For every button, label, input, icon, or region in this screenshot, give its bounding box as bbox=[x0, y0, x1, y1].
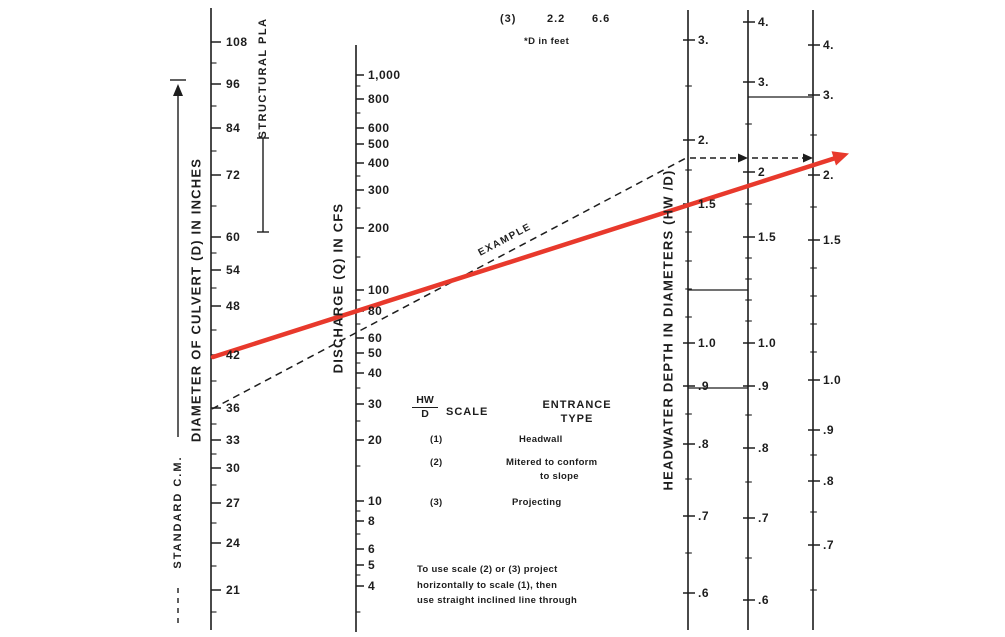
top-annotation-scale3: (3) bbox=[500, 13, 517, 25]
usage-note-line3: use straight inclined line through bbox=[417, 595, 578, 606]
diameter-tick-label: 72 bbox=[226, 168, 241, 182]
discharge-axis-title: DISCHARGE (Q) IN CFS bbox=[330, 202, 346, 374]
diameter-tick-label: 48 bbox=[226, 299, 241, 313]
hw-scale-3-tick-label: .8 bbox=[823, 474, 835, 488]
dashed-line-arrowhead-icon bbox=[738, 153, 748, 163]
hw-scale-3-tick-label: .7 bbox=[823, 538, 835, 552]
hw-scale-3-tick-label: 2. bbox=[823, 168, 835, 182]
usage-note: To use scale (2) or (3) project horizont… bbox=[417, 562, 577, 609]
d-in-feet-footnote: *D in feet bbox=[524, 36, 570, 47]
discharge-tick-label: 100 bbox=[368, 283, 390, 297]
discharge-tick-label: 60 bbox=[368, 331, 383, 345]
fraction-denominator: D bbox=[421, 408, 429, 420]
hw-scale-3-tick-label: 1.5 bbox=[823, 233, 842, 247]
hw-scale-1-tick-label: 1.0 bbox=[698, 336, 717, 350]
diameter-tick-label: 30 bbox=[226, 461, 241, 475]
top-annotation-hwd-value: 2.2 bbox=[547, 13, 566, 25]
entrance-header-line1: ENTRANCE bbox=[542, 399, 612, 411]
discharge-tick-label: 40 bbox=[368, 366, 383, 380]
diameter-tick-label: 33 bbox=[226, 433, 241, 447]
red-arrowhead-icon bbox=[831, 151, 849, 166]
hw-scale-2-tick-label: .8 bbox=[758, 441, 770, 455]
headwater-axis-title: HEADWATER DEPTH IN DIAMETERS (HW /D) bbox=[660, 169, 676, 491]
legend-scale-header: SCALE bbox=[446, 406, 489, 418]
diameter-tick-label: 96 bbox=[226, 77, 241, 91]
dashed-line-arrowhead-icon bbox=[803, 153, 813, 163]
hw-scale-1-tick-label: 3. bbox=[698, 33, 710, 47]
hw-scale-2-tick-label: 2 bbox=[758, 165, 766, 179]
legend-row2-type-line2: to slope bbox=[540, 471, 579, 482]
discharge-tick-label: 80 bbox=[368, 304, 383, 318]
usage-note-line1: To use scale (2) or (3) project bbox=[417, 564, 558, 575]
entrance-header-line2: TYPE bbox=[560, 413, 594, 425]
discharge-tick-label: 50 bbox=[368, 346, 383, 360]
diameter-tick-label: 108 bbox=[226, 35, 248, 49]
structural-plate-range-label: STRUCTURAL PLA bbox=[257, 17, 269, 139]
diameter-axis-title: DIAMETER OF CULVERT (D) IN INCHES bbox=[188, 157, 204, 443]
legend-row3-scale: (3) bbox=[430, 497, 443, 508]
legend-row1-type: Headwall bbox=[519, 434, 563, 445]
diameter-tick-label: 60 bbox=[226, 230, 241, 244]
red-solution-line bbox=[210, 156, 837, 360]
up-arrowhead-icon bbox=[173, 84, 183, 96]
diameter-tick-label: 36 bbox=[226, 401, 241, 415]
hw-scale-3-tick-label: 3. bbox=[823, 88, 835, 102]
hw-scale-1-tick-label: 2. bbox=[698, 133, 710, 147]
discharge-tick-label: 200 bbox=[368, 221, 390, 235]
diameter-tick-label: 84 bbox=[226, 121, 241, 135]
discharge-tick-label: 800 bbox=[368, 92, 390, 106]
fraction-numerator: HW bbox=[412, 394, 438, 408]
hw-scale-3-tick-label: 4. bbox=[823, 38, 835, 52]
discharge-tick-label: 6 bbox=[368, 542, 376, 556]
discharge-tick-label: 4 bbox=[368, 579, 376, 593]
hw-scale-3-tick-label: .9 bbox=[823, 423, 835, 437]
discharge-tick-label: 8 bbox=[368, 514, 376, 528]
hw-scale-1-tick-label: .6 bbox=[698, 586, 710, 600]
legend-entrance-header: ENTRANCE TYPE bbox=[530, 398, 624, 426]
discharge-tick-label: 600 bbox=[368, 121, 390, 135]
hw-scale-2-tick-label: 3. bbox=[758, 75, 770, 89]
discharge-tick-label: 5 bbox=[368, 558, 376, 572]
usage-note-line2: horizontally to scale (1), then bbox=[417, 579, 558, 591]
hw-d-fraction: HW D bbox=[412, 394, 438, 420]
diameter-tick-label: 54 bbox=[226, 263, 241, 277]
standard-cm-range-label: STANDARD C.M. bbox=[172, 455, 184, 569]
discharge-tick-label: 20 bbox=[368, 433, 383, 447]
legend-row1-scale: (1) bbox=[430, 434, 443, 445]
hw-scale-2-tick-label: 4. bbox=[758, 15, 770, 29]
top-annotation-hw-value: 6.6 bbox=[592, 13, 611, 25]
discharge-tick-label: 1,000 bbox=[368, 68, 401, 82]
hw-scale-3-tick-label: 1.0 bbox=[823, 373, 842, 387]
discharge-tick-label: 500 bbox=[368, 137, 390, 151]
hw-scale-2-tick-label: .9 bbox=[758, 379, 770, 393]
hw-scale-1-tick-label: .8 bbox=[698, 437, 710, 451]
diameter-tick-label: 24 bbox=[226, 536, 241, 550]
legend-row3-type: Projecting bbox=[512, 497, 562, 508]
legend-row2-scale: (2) bbox=[430, 457, 443, 468]
diameter-tick-label: 27 bbox=[226, 496, 241, 510]
diameter-tick-label: 42 bbox=[226, 348, 241, 362]
discharge-tick-label: 400 bbox=[368, 156, 390, 170]
discharge-tick-label: 30 bbox=[368, 397, 383, 411]
hw-scale-1-tick-label: 1.5 bbox=[698, 197, 717, 211]
diameter-tick-label: 21 bbox=[226, 583, 241, 597]
legend-row2-type-line1: Mitered to conform bbox=[506, 457, 598, 468]
hw-scale-2-tick-label: .7 bbox=[758, 511, 770, 525]
hw-scale-1-tick-label: .7 bbox=[698, 509, 710, 523]
hw-scale-2-tick-label: .6 bbox=[758, 593, 770, 607]
hw-scale-1-tick-label: .9 bbox=[698, 379, 710, 393]
hw-scale-2-tick-label: 1.0 bbox=[758, 336, 777, 350]
discharge-tick-label: 300 bbox=[368, 183, 390, 197]
hw-scale-2-tick-label: 1.5 bbox=[758, 230, 777, 244]
discharge-tick-label: 10 bbox=[368, 494, 383, 508]
